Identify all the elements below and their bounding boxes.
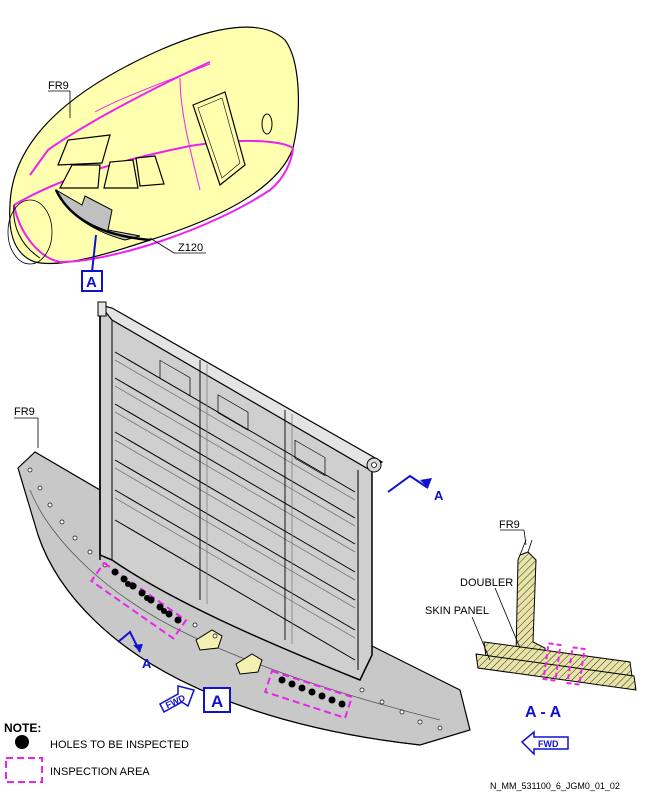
hole-symbol xyxy=(15,735,29,749)
section-arrow-right: A xyxy=(387,474,444,503)
skin-panel-label: SKIN PANEL xyxy=(425,605,489,617)
inspection-area-symbol xyxy=(5,757,43,783)
frame-label-section: FR9 xyxy=(499,519,520,531)
svg-text:A: A xyxy=(142,656,152,671)
reference-code: N_MM_531100_6_JGM0_01_02 xyxy=(490,781,620,791)
fwd-arrow-left: FWD xyxy=(159,685,195,714)
holes-legend-text: HOLES TO BE INSPECTED xyxy=(50,739,189,751)
doubler-label: DOUBLER xyxy=(460,577,513,589)
view-callout-bottom: A xyxy=(203,687,231,713)
note-title: NOTE: xyxy=(4,721,41,735)
svg-text:A: A xyxy=(86,274,97,291)
view-callout-top: A xyxy=(81,270,103,292)
section-title: A - A xyxy=(525,704,562,721)
fuselage-nose-view xyxy=(7,26,299,273)
note-legend: NOTE: HOLES TO BE INSPECTED INSPECTION A… xyxy=(4,721,189,783)
svg-text:FWD: FWD xyxy=(538,739,559,749)
section-a-a-view xyxy=(471,529,637,691)
inspection-area-legend-text: INSPECTION AREA xyxy=(50,766,150,778)
frame-label-top: FR9 xyxy=(48,80,69,92)
section-arrow-left: A xyxy=(117,630,152,671)
svg-text:A: A xyxy=(434,488,444,503)
zone-label: Z120 xyxy=(178,242,203,254)
svg-text:A: A xyxy=(211,692,223,711)
frame-structure xyxy=(14,301,471,746)
frame-label-mid: FR9 xyxy=(14,406,35,418)
fwd-arrow-right: FWD xyxy=(520,730,569,756)
